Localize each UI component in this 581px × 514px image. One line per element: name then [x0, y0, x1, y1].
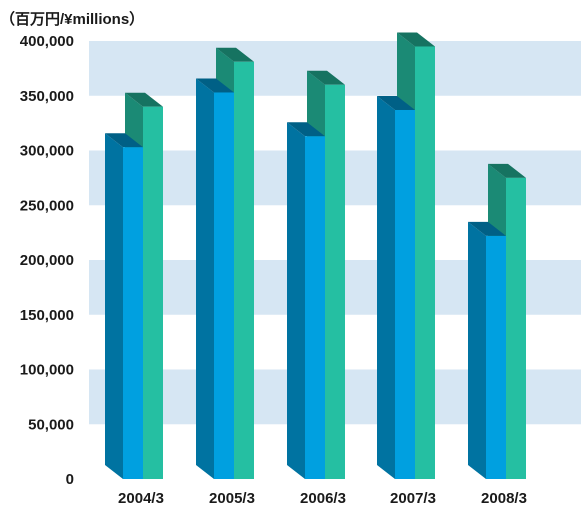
bar-front — [234, 61, 254, 480]
bar-front — [123, 147, 143, 479]
bar-front — [305, 136, 325, 479]
y-tick-label: 100,000 — [20, 362, 74, 379]
y-tick-label: 250,000 — [20, 197, 74, 214]
y-tick-label: 400,000 — [20, 33, 74, 50]
bar-front — [143, 106, 163, 479]
y-tick-label: 0 — [66, 471, 74, 488]
bar-front — [325, 84, 345, 480]
bars-group — [105, 32, 526, 480]
y-tick-label: 200,000 — [20, 252, 74, 269]
x-tick-label: 2008/3 — [481, 490, 527, 507]
y-tick-label: 150,000 — [20, 307, 74, 324]
y-tick-label: 300,000 — [20, 143, 74, 160]
bar-top — [468, 221, 506, 236]
bar-side — [377, 95, 395, 480]
bar-top — [488, 163, 526, 178]
bar — [287, 122, 325, 479]
bar-top — [105, 133, 143, 148]
bar-front — [395, 109, 415, 480]
x-tick-label: 2005/3 — [209, 490, 255, 507]
bar-top — [125, 92, 163, 107]
bar-top — [216, 47, 254, 62]
bar-front — [214, 92, 234, 479]
y-tick-label: 350,000 — [20, 88, 74, 105]
unit-label: （百万円/¥millions） — [0, 10, 144, 28]
y-axis-ticks: 0 50,000 100,000 150,000 200,000 250,000 300,0… — [20, 33, 74, 488]
bar — [377, 95, 415, 480]
bar-top — [287, 122, 325, 137]
x-tick-label: 2006/3 — [300, 490, 346, 507]
bar-front — [415, 46, 435, 479]
bar-top — [196, 78, 234, 93]
y-tick-label: 50,000 — [28, 416, 74, 433]
bar-side — [105, 133, 123, 479]
bar-side — [196, 78, 214, 479]
bar — [196, 78, 234, 479]
x-tick-label: 2004/3 — [118, 490, 164, 507]
bar-side — [468, 221, 486, 479]
bar-top — [307, 70, 345, 85]
bar — [105, 133, 143, 479]
x-tick-label: 2007/3 — [390, 490, 436, 507]
bar-top — [377, 95, 415, 110]
x-axis-ticks: 2004/3 2005/3 2006/3 2007/3 2008/3 — [118, 490, 527, 507]
bar-side — [287, 122, 305, 479]
bar-top — [397, 32, 435, 47]
bar-front — [506, 177, 526, 479]
bar-front — [486, 235, 506, 479]
bar — [468, 221, 506, 479]
